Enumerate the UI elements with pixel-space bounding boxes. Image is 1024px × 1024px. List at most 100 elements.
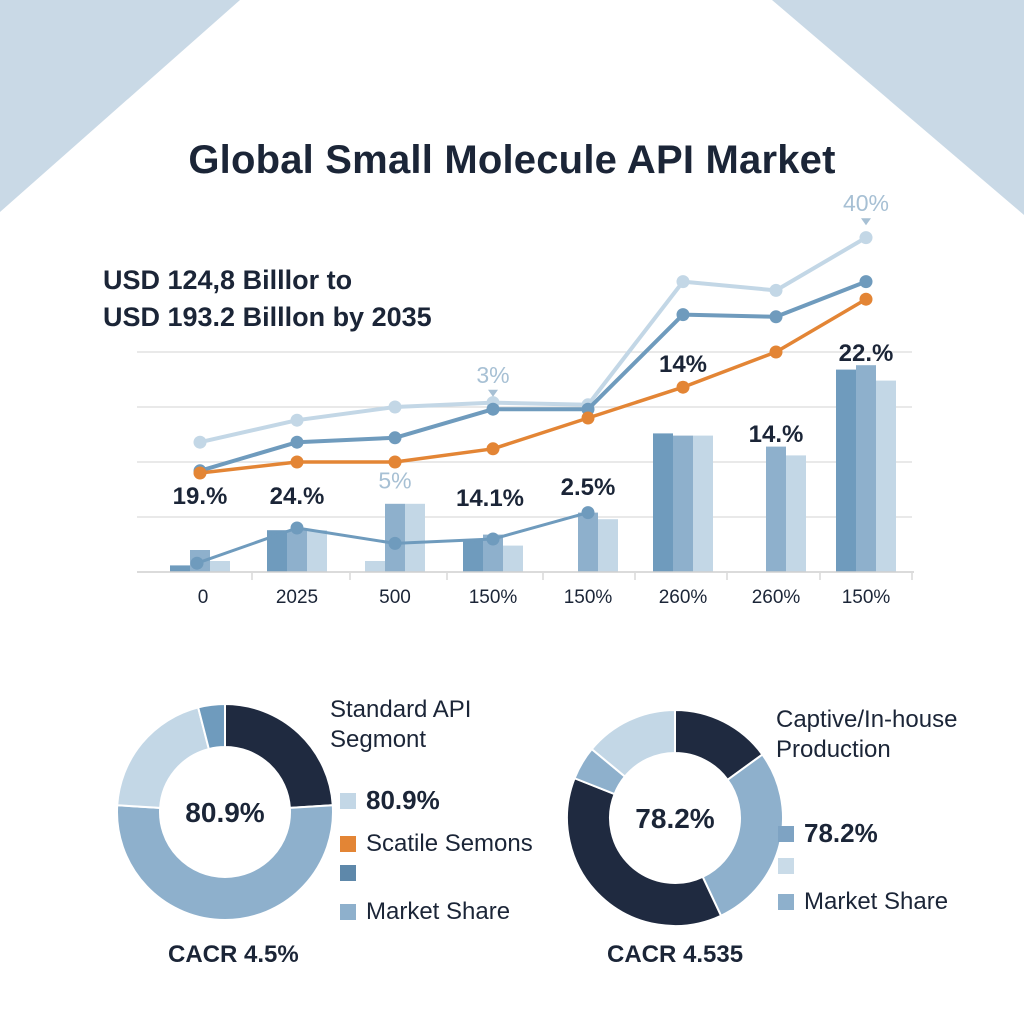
data-label: 3% bbox=[476, 362, 509, 388]
bar bbox=[876, 380, 896, 572]
page-title: Global Small Molecule API Market bbox=[188, 138, 836, 182]
donut-segment bbox=[590, 708, 676, 778]
corner-decoration-right bbox=[772, 0, 1024, 215]
donut-segment bbox=[701, 753, 784, 918]
x-tick-label: 150% bbox=[469, 587, 518, 608]
line-point bbox=[388, 536, 402, 550]
line-point bbox=[859, 275, 873, 289]
line-point bbox=[486, 402, 500, 416]
lines bbox=[190, 231, 873, 570]
line-point bbox=[486, 442, 500, 456]
donut-segment bbox=[196, 702, 226, 751]
donut-standard-title-line1: Standard API bbox=[330, 696, 472, 723]
bar bbox=[170, 565, 190, 572]
bar bbox=[578, 512, 598, 572]
legend-item: 80.9% bbox=[340, 785, 440, 816]
legend-item bbox=[778, 858, 804, 874]
line-point bbox=[581, 506, 595, 520]
line-point bbox=[769, 345, 783, 359]
donut-center-label: 78.2% bbox=[635, 803, 714, 834]
x-axis: 0 2025 500 150% 150% 260% 260% 150% bbox=[137, 571, 914, 608]
line-point bbox=[676, 380, 690, 394]
bar bbox=[673, 435, 693, 572]
donut-captive-cagr: CACR 4.535 bbox=[607, 941, 744, 968]
line-series bbox=[199, 297, 867, 475]
legend-swatch-icon bbox=[340, 836, 356, 852]
line-point bbox=[193, 466, 207, 480]
line-point bbox=[290, 521, 304, 535]
subtitle-line-1: USD 124,8 Billlor to bbox=[103, 265, 353, 295]
donut-captive-title-line2: Production bbox=[776, 736, 891, 763]
line-point bbox=[193, 435, 207, 449]
legend-label: 78.2% bbox=[804, 818, 878, 848]
bar bbox=[405, 503, 425, 572]
x-tick-label: 150% bbox=[842, 587, 891, 608]
subtitle-line-2: USD 193.2 Billlon by 2035 bbox=[103, 302, 432, 332]
donut-segment bbox=[116, 804, 334, 921]
line-point bbox=[769, 310, 783, 324]
donut-standard-title-line2: Segmont bbox=[330, 726, 427, 753]
legend-swatch-icon bbox=[778, 858, 794, 874]
donut-standard-title: Standard API Segmont bbox=[330, 695, 471, 755]
line-point bbox=[859, 292, 873, 306]
line-point bbox=[290, 413, 304, 427]
data-label: 24.% bbox=[270, 483, 325, 510]
line-point bbox=[290, 455, 304, 469]
line-point bbox=[769, 283, 783, 297]
legend-label: Market Share bbox=[804, 888, 949, 915]
legend-label: Scatile Semons bbox=[366, 830, 533, 857]
market-size-subtitle: USD 124,8 Billlor to USD 193.2 Billlon b… bbox=[103, 262, 432, 336]
bar bbox=[503, 545, 523, 572]
bar bbox=[365, 561, 385, 572]
donut-block-standard bbox=[0, 0, 1, 1]
bar bbox=[483, 534, 503, 572]
data-label: 14.1% bbox=[456, 485, 524, 512]
bar bbox=[267, 530, 287, 572]
donut-segment bbox=[224, 702, 334, 809]
data-label: 22.% bbox=[839, 340, 894, 367]
marker-triangle-icon bbox=[488, 389, 498, 397]
line-point bbox=[676, 308, 690, 322]
bar bbox=[786, 455, 806, 572]
x-tick-label: 260% bbox=[659, 587, 708, 608]
legend-swatch-icon bbox=[340, 865, 356, 881]
donut-segment bbox=[566, 776, 723, 927]
legend-item: 78.2% bbox=[778, 818, 878, 849]
donut-chart-standard: 80.9% bbox=[116, 702, 334, 921]
legend-item: Market Share bbox=[340, 898, 510, 926]
line-point bbox=[581, 411, 595, 425]
line-point bbox=[859, 231, 873, 245]
bar bbox=[836, 369, 856, 572]
line-series bbox=[199, 279, 867, 473]
legend-item: Market Share bbox=[778, 888, 948, 916]
line-point bbox=[388, 400, 402, 414]
line-point bbox=[388, 431, 402, 445]
data-label: 14% bbox=[659, 351, 707, 378]
data-label: 14.% bbox=[749, 421, 804, 448]
legend-item: Scatile Semons bbox=[340, 830, 533, 858]
legend-item bbox=[340, 865, 366, 881]
donut-captive-title-line1: Captive/In-house bbox=[776, 706, 958, 733]
x-tick-label: 260% bbox=[752, 587, 801, 608]
legend-label: 80.9% bbox=[366, 785, 440, 815]
bar bbox=[307, 530, 327, 572]
donut-chart-captive: 78.2% bbox=[566, 708, 784, 927]
data-label: 5% bbox=[378, 467, 411, 493]
bar bbox=[856, 365, 876, 572]
bars bbox=[170, 365, 896, 572]
x-tick-label: 150% bbox=[564, 587, 613, 608]
marker-triangle-icon bbox=[861, 218, 871, 226]
legend-swatch-icon bbox=[778, 894, 794, 910]
legend-label: Market Share bbox=[366, 898, 511, 925]
annotations: 19.% 24.% 5% 14.1% 2.5% 3% 14% 14.% 22.% 40% bbox=[173, 190, 894, 512]
bar bbox=[598, 519, 618, 572]
x-tick-label: 0 bbox=[198, 587, 209, 608]
line-point bbox=[388, 455, 402, 469]
data-label: 19.% bbox=[173, 483, 228, 510]
line-point bbox=[676, 275, 690, 289]
donut-standard-cagr: CACR 4.5% bbox=[168, 941, 299, 968]
data-label: 40% bbox=[843, 190, 889, 216]
bar bbox=[693, 435, 713, 572]
